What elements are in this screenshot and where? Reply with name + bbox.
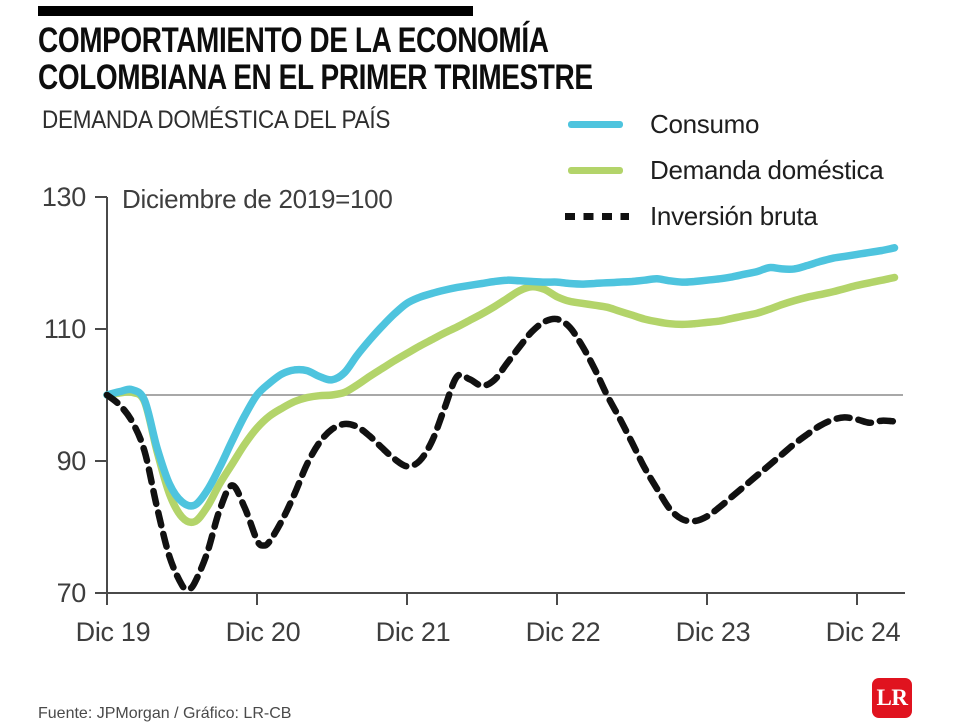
svg-text:90: 90 bbox=[57, 446, 86, 476]
svg-text:70: 70 bbox=[57, 578, 86, 608]
page-title-line1: COMPORTAMIENTO DE LA ECONOMÍA bbox=[38, 21, 549, 60]
svg-text:Dic 24: Dic 24 bbox=[826, 617, 901, 647]
source-credit: Fuente: JPMorgan / Gráfico: LR-CB bbox=[38, 705, 292, 722]
svg-text:Dic 19: Dic 19 bbox=[76, 617, 151, 647]
legend-swatch-inversion-bruta bbox=[565, 213, 629, 220]
legend-label-demanda-domestica: Demanda doméstica bbox=[650, 155, 884, 185]
svg-text:Dic 23: Dic 23 bbox=[676, 617, 751, 647]
svg-text:Dic 22: Dic 22 bbox=[526, 617, 601, 647]
svg-text:Dic 20: Dic 20 bbox=[226, 617, 301, 647]
legend-label-inversion-bruta: Inversión bruta bbox=[650, 201, 818, 231]
top-accent-bar bbox=[38, 6, 473, 16]
chart-subtitle: DEMANDA DOMÉSTICA DEL PAÍS bbox=[42, 106, 391, 134]
legend-swatch-consumo bbox=[568, 121, 623, 128]
page-title: COMPORTAMIENTO DE LA ECONOMÍA COLOMBIANA… bbox=[38, 22, 630, 96]
index-base-note: Diciembre de 2019=100 bbox=[122, 184, 393, 214]
svg-text:130: 130 bbox=[42, 182, 86, 212]
lr-logo: LR bbox=[872, 678, 912, 718]
page-title-line2: COLOMBIANA EN EL PRIMER TRIMESTRE bbox=[38, 58, 593, 97]
svg-text:Dic 21: Dic 21 bbox=[376, 617, 451, 647]
legend-label-consumo: Consumo bbox=[650, 109, 760, 139]
legend-swatch-demanda-domestica bbox=[568, 167, 623, 174]
svg-text:110: 110 bbox=[44, 314, 86, 344]
